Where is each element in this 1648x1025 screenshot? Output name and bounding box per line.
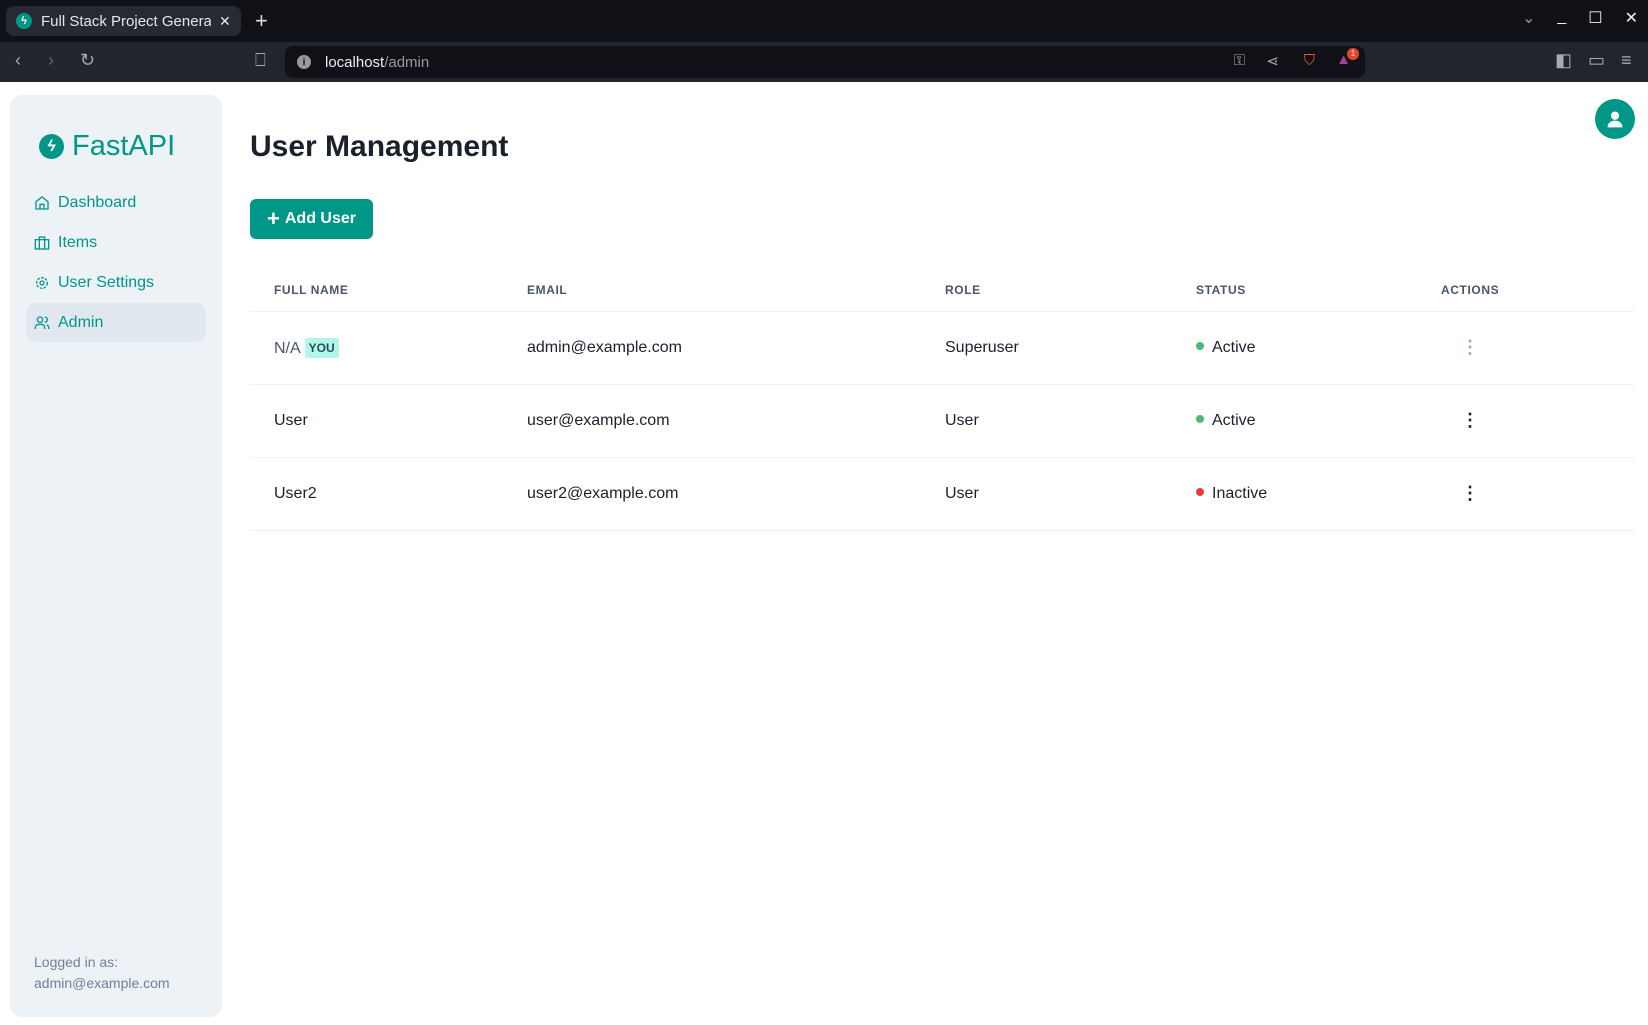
sidebar-toggle-icon[interactable]: ◧	[1555, 50, 1573, 70]
fastapi-logo[interactable]: ϟ FastAPI	[39, 130, 175, 163]
status: Active	[1196, 384, 1441, 458]
gear-icon	[36, 276, 48, 289]
minimize-icon[interactable]: _	[1557, 8, 1567, 25]
table-row: User2 user2@example.com User Inactive ⋮	[250, 457, 1635, 531]
users-icon	[34, 315, 50, 329]
more-actions-icon[interactable]: ⋮	[1461, 409, 1479, 430]
email: admin@example.com	[527, 311, 945, 385]
status-dot-icon	[1196, 487, 1204, 496]
email: user2@example.com	[527, 457, 945, 531]
forward-icon[interactable]: ›	[48, 50, 54, 70]
sidebar-item-user-settings[interactable]: User Settings	[26, 263, 206, 302]
status-dot-icon	[1196, 414, 1204, 423]
email: user@example.com	[527, 384, 945, 458]
browser-tab[interactable]: ϟ Full Stack Project Generator ✕	[6, 6, 241, 36]
briefcase-icon	[34, 235, 50, 250]
you-badge: YOU	[304, 337, 339, 358]
add-user-button[interactable]: + Add User	[250, 199, 373, 239]
column-header-email[interactable]: EMAIL	[527, 270, 945, 312]
role: Superuser	[945, 311, 1196, 385]
fastapi-logo-icon: ϟ	[39, 134, 64, 159]
url-path: /admin	[384, 53, 430, 71]
maximize-icon[interactable]: ☐	[1588, 10, 1603, 27]
full-name: N/A	[274, 339, 301, 357]
role: User	[945, 384, 1196, 458]
rewards-badge: 1	[1347, 48, 1359, 60]
column-header-actions[interactable]: ACTIONS	[1441, 270, 1635, 312]
status-text: Active	[1212, 411, 1256, 429]
page-title: User Management	[250, 130, 509, 163]
logged-in-email: admin@example.com	[34, 975, 170, 991]
sidebar-item-admin[interactable]: Admin	[26, 303, 206, 342]
logo-text: FastAPI	[72, 130, 176, 162]
full-name: User	[250, 384, 527, 458]
home-icon	[35, 195, 49, 210]
more-actions-icon[interactable]: ⋮	[1461, 336, 1479, 357]
sidebar-item-label: Items	[58, 233, 98, 251]
fastapi-favicon-icon: ϟ	[16, 13, 32, 29]
wallet-icon[interactable]: ▭	[1588, 50, 1606, 70]
browser-tab-bar: ϟ Full Stack Project Generator ✕ + ⌄ _ ☐…	[0, 0, 1648, 42]
user-menu-avatar[interactable]	[1595, 99, 1635, 139]
role: User	[945, 457, 1196, 531]
users-table: FULL NAME EMAIL ROLE STATUS ACTIONS N/A Y…	[250, 270, 1635, 531]
add-user-label: Add User	[284, 210, 356, 227]
share-icon[interactable]: ⋖	[1266, 53, 1279, 70]
back-icon[interactable]: ‹	[15, 50, 21, 70]
sidebar-item-items[interactable]: Items	[26, 223, 206, 262]
brave-shield-icon[interactable]: ⛉	[1303, 52, 1315, 69]
column-header-status[interactable]: STATUS	[1196, 270, 1441, 312]
column-header-full-name[interactable]: FULL NAME	[250, 270, 527, 312]
sidebar-item-label: Admin	[58, 313, 104, 331]
plus-icon: +	[267, 206, 280, 231]
table-row: User user@example.com User Active ⋮	[250, 384, 1635, 458]
sidebar-item-label: Dashboard	[58, 193, 137, 211]
site-info-icon[interactable]: i	[297, 55, 311, 69]
close-tab-icon[interactable]: ✕	[219, 12, 231, 29]
address-bar[interactable]: i localhost/admin ⚿ ⋖ ⛉ ▲ 1	[285, 46, 1365, 78]
full-name: User2	[250, 457, 527, 531]
status-dot-icon	[1196, 341, 1204, 350]
logged-in-label: Logged in as:	[34, 954, 119, 970]
table-header-row: FULL NAME EMAIL ROLE STATUS ACTIONS	[250, 270, 1635, 312]
more-actions-icon[interactable]: ⋮	[1461, 482, 1479, 503]
url-host: localhost	[325, 53, 385, 71]
column-header-role[interactable]: ROLE	[945, 270, 1196, 312]
status: Inactive	[1196, 457, 1441, 531]
status-text: Inactive	[1212, 484, 1268, 502]
browser-toolbar: ‹ › ↻ ⎕ i localhost/admin ⚿ ⋖ ⛉ ▲ 1 ◧ ▭ …	[0, 42, 1648, 82]
key-icon[interactable]: ⚿	[1233, 52, 1245, 69]
logged-in-info: Logged in as: admin@example.com	[34, 952, 170, 994]
bookmark-icon[interactable]: ⎕	[255, 50, 266, 70]
new-tab-icon[interactable]: +	[255, 8, 268, 33]
tab-list-chevron-icon[interactable]: ⌄	[1521, 10, 1536, 27]
sidebar-item-dashboard[interactable]: Dashboard	[26, 183, 206, 222]
table-row: N/A YOU admin@example.com Superuser Activ…	[250, 311, 1635, 385]
menu-icon[interactable]: ≡	[1621, 50, 1632, 70]
user-icon	[1607, 111, 1623, 128]
tab-title: Full Stack Project Generator	[41, 12, 211, 30]
close-window-icon[interactable]: ✕	[1624, 10, 1638, 27]
sidebar-item-label: User Settings	[58, 273, 155, 291]
reload-icon[interactable]: ↻	[80, 50, 96, 70]
status-text: Active	[1212, 338, 1256, 356]
status: Active	[1196, 311, 1441, 385]
